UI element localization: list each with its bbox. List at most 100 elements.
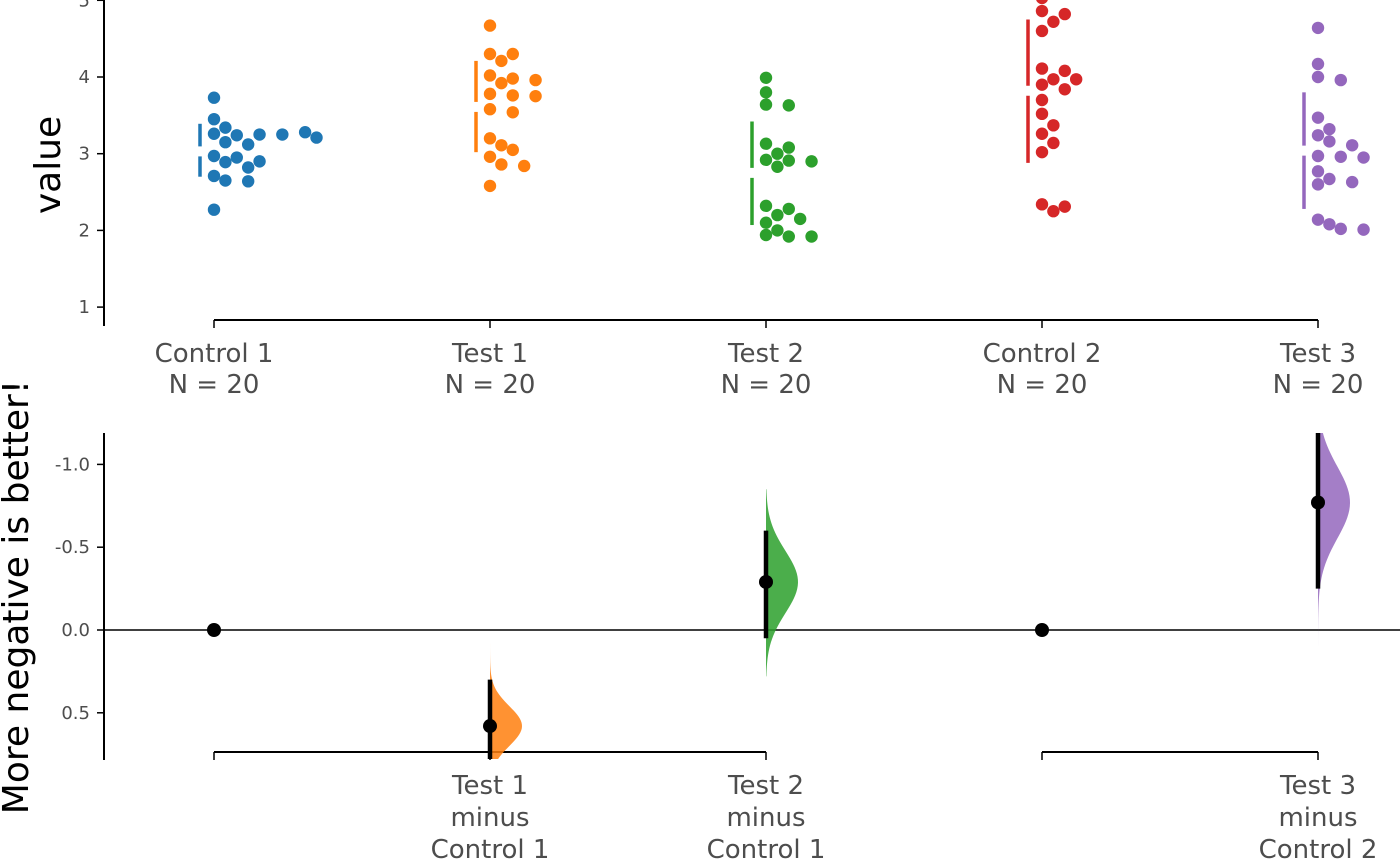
data-point	[219, 155, 232, 169]
data-point	[782, 202, 795, 216]
data-point	[1035, 127, 1049, 140]
y-tick-label: 0.5	[61, 703, 90, 724]
data-point	[1311, 149, 1325, 163]
data-point	[1311, 111, 1325, 124]
contrast-label: minus	[1278, 803, 1357, 833]
data-point	[1036, 0, 1048, 5]
data-point	[1047, 73, 1060, 86]
data-point	[1311, 129, 1325, 142]
data-point	[793, 212, 807, 226]
data-point	[1323, 135, 1336, 148]
data-point	[759, 137, 773, 150]
data-point	[1047, 15, 1060, 28]
data-point	[1058, 64, 1071, 78]
data-point	[241, 175, 255, 188]
category-label: Test 2	[727, 339, 804, 369]
data-point	[1035, 24, 1049, 38]
data-point	[782, 141, 795, 154]
data-point	[805, 155, 818, 168]
data-point	[1311, 21, 1325, 35]
data-point	[1311, 178, 1325, 191]
data-point	[276, 128, 289, 141]
data-point	[207, 149, 221, 163]
data-point	[483, 179, 497, 193]
data-point	[483, 87, 497, 101]
data-point	[253, 155, 266, 168]
y-tick-label-4: 4	[79, 67, 90, 88]
contrast-label: minus	[726, 803, 805, 833]
data-point	[495, 54, 508, 68]
data-point	[219, 121, 232, 134]
contrast-label: Test 2	[727, 771, 804, 801]
data-point	[1058, 83, 1071, 96]
data-point	[1357, 151, 1370, 164]
data-point	[1035, 4, 1049, 18]
data-point	[759, 228, 773, 242]
data-point	[483, 47, 497, 61]
data-point	[782, 230, 795, 243]
data-point	[771, 208, 784, 222]
y-tick-label: -1.0	[55, 454, 90, 475]
data-point	[506, 47, 519, 61]
data-point	[1035, 107, 1049, 121]
data-point	[207, 91, 221, 104]
contrast-label: Test 1	[451, 771, 528, 801]
data-point	[230, 129, 243, 142]
data-point	[1069, 73, 1083, 86]
y-tick-label-2: 2	[79, 220, 90, 241]
data-point	[219, 135, 232, 149]
data-point	[207, 127, 221, 140]
data-point	[759, 98, 773, 111]
y-tick-label: 0.0	[61, 620, 90, 641]
data-point	[759, 199, 773, 213]
contrast-group	[759, 489, 798, 677]
data-point	[298, 126, 312, 139]
data-point	[782, 99, 795, 112]
category-n-label: N = 20	[169, 370, 260, 400]
data-point	[1047, 136, 1060, 150]
effect-size-point	[483, 719, 497, 734]
data-point	[517, 159, 531, 173]
data-point	[1311, 165, 1325, 178]
contrast-label: minus	[450, 803, 529, 833]
data-point	[506, 106, 519, 119]
data-point	[1334, 150, 1347, 163]
contrast-group	[483, 643, 522, 759]
data-point	[782, 154, 795, 167]
data-point	[207, 203, 221, 216]
data-point	[1334, 222, 1347, 236]
data-point	[483, 69, 497, 82]
category-n-label: N = 20	[1273, 370, 1364, 400]
data-point	[483, 103, 497, 116]
data-point	[759, 71, 773, 84]
bootstrap-distribution	[1318, 433, 1350, 647]
category-label: Control 1	[155, 339, 274, 369]
data-point	[495, 158, 508, 171]
data-point	[1035, 62, 1049, 75]
data-point	[253, 128, 266, 141]
data-point	[1058, 200, 1071, 213]
data-point	[1323, 122, 1336, 136]
data-point	[759, 216, 773, 229]
data-point	[1311, 70, 1325, 84]
data-point	[310, 131, 323, 144]
data-point	[1357, 223, 1370, 236]
data-point	[1047, 205, 1060, 218]
y-axis-title-effect: More negative is better!	[0, 380, 37, 814]
data-point	[771, 224, 784, 237]
data-point	[1035, 198, 1049, 211]
data-point	[483, 132, 497, 145]
data-point	[241, 138, 255, 151]
bootstrap-distribution	[490, 643, 522, 759]
data-point	[1035, 78, 1049, 91]
data-point	[771, 160, 784, 173]
contrast-label: Control 1	[707, 835, 826, 865]
data-point	[207, 169, 221, 183]
category-n-label: N = 20	[997, 370, 1088, 400]
y-tick-label-5: 5	[79, 0, 90, 11]
contrast-label: Test 3	[1279, 771, 1356, 801]
y-axis-title-value: value	[28, 116, 69, 214]
data-point	[771, 147, 784, 160]
